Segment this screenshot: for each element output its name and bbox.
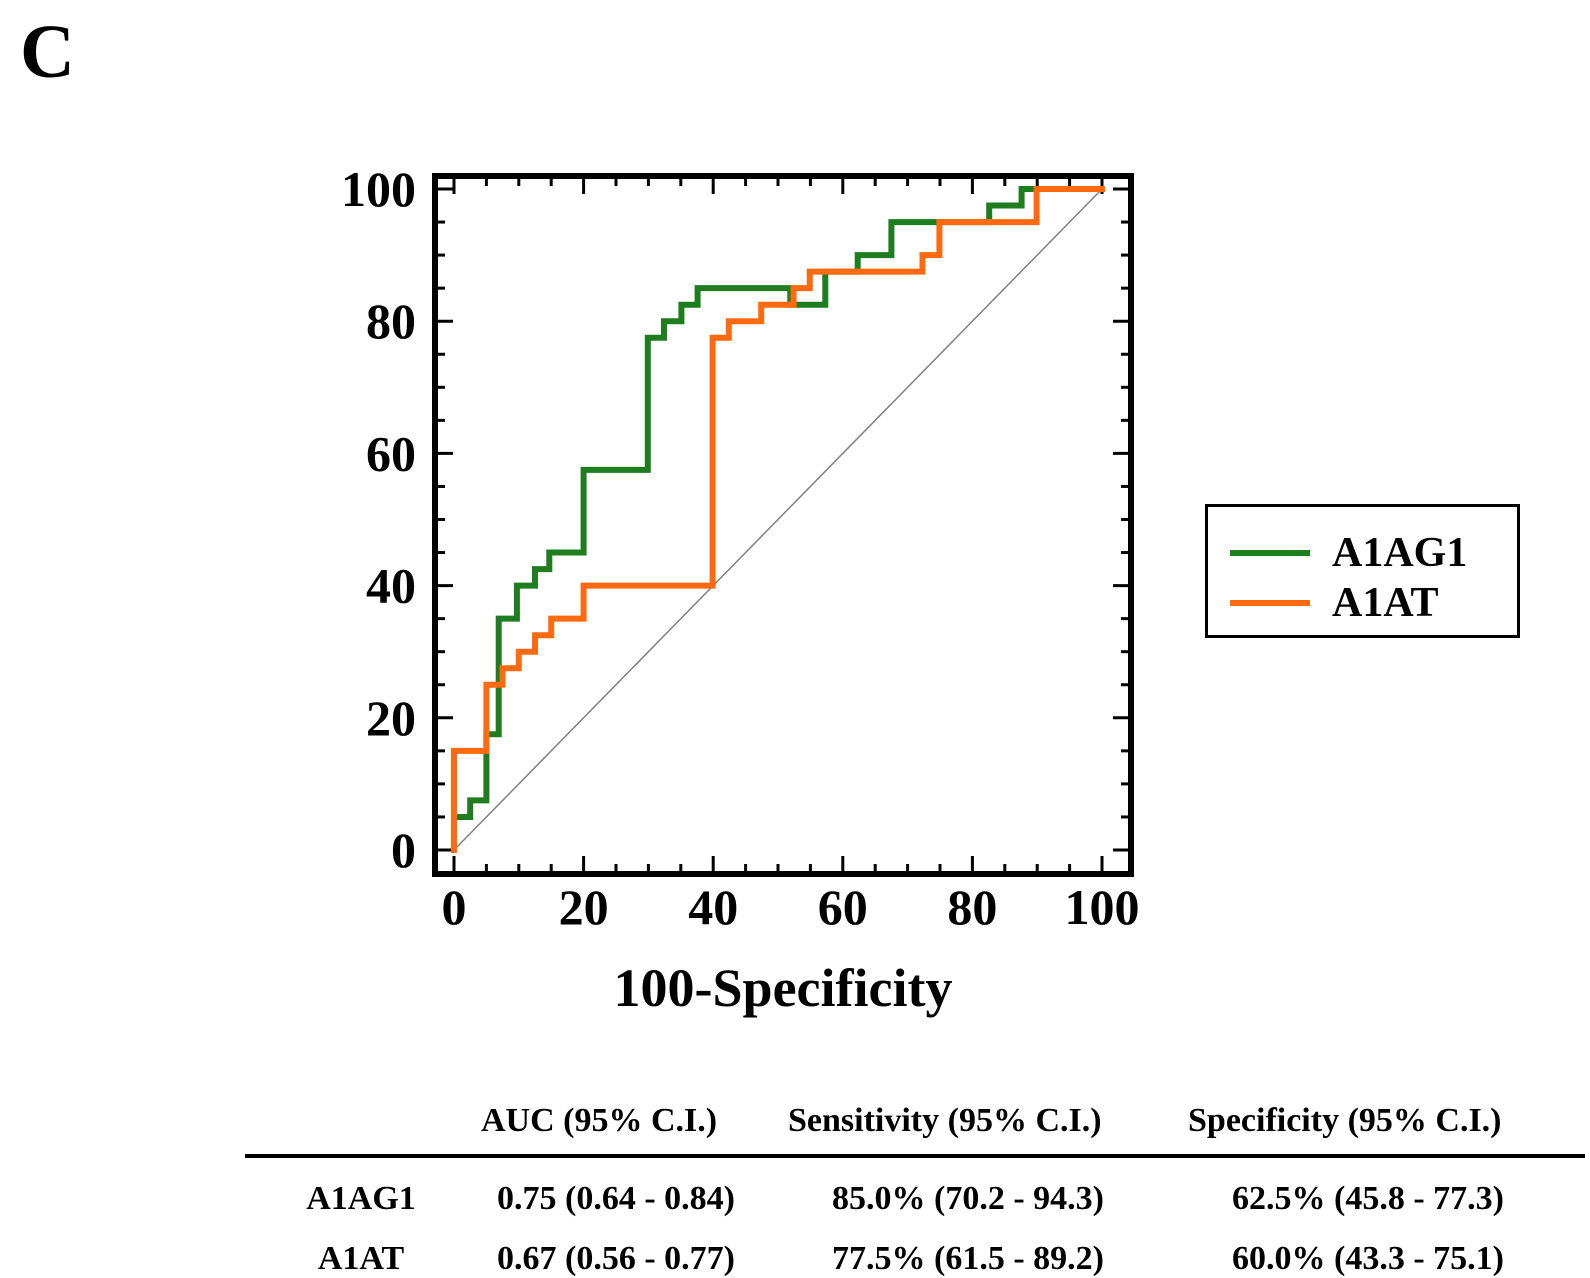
x-axis-title: 100-Specificity: [614, 958, 953, 1018]
legend-swatch-a1ag1: [1230, 550, 1310, 556]
y-tick-label: 0: [391, 822, 416, 878]
plot-frame: [432, 173, 1134, 877]
legend-label-a1at: A1AT: [1332, 580, 1439, 626]
x-tick-labels: 0 20 40 60 80 100: [442, 879, 1140, 935]
y-tick-label: 60: [366, 425, 416, 481]
legend-label-a1ag1: A1AG1: [1332, 530, 1468, 576]
header-specificity: Specificity (95% C.I.): [1188, 1102, 1502, 1139]
row-label-a1at: A1AT: [317, 1240, 405, 1277]
x-tick-label: 40: [688, 879, 738, 935]
roc-chart: 0 20 40 60 80 100 0 20 40 60 80 100 100-Specificit…: [341, 161, 1140, 1018]
cell-auc-a1at: 0.67 (0.56 - 0.77): [497, 1240, 735, 1277]
series-line-a1ag1: [451, 186, 1105, 853]
x-tick-label: 20: [559, 879, 609, 935]
legend: A1AG1 A1AT: [1205, 504, 1520, 638]
legend-item-a1ag1: A1AG1: [1230, 529, 1467, 577]
y-tick-label: 20: [366, 690, 416, 746]
cell-sensitivity-a1ag1: 85.0% (70.2 - 94.3): [832, 1180, 1104, 1217]
legend-item-a1at: A1AT: [1230, 579, 1439, 627]
x-tick-label: 0: [442, 879, 467, 935]
header-sensitivity: Sensitivity (95% C.I.): [788, 1102, 1102, 1139]
series-layer: [451, 186, 1105, 853]
series-line-a1at: [451, 186, 1105, 853]
reference-diagonal-line: [453, 188, 1103, 851]
header-auc: AUC (95% C.I.): [481, 1102, 718, 1139]
cell-sensitivity-a1at: 77.5% (61.5 - 89.2): [832, 1240, 1104, 1277]
cell-specificity-a1at: 60.0% (43.3 - 75.1): [1232, 1240, 1504, 1277]
table-rule: [245, 1154, 1585, 1158]
y-tick-label: 40: [366, 558, 416, 614]
axis-ticks: [435, 176, 1131, 874]
x-tick-label: 100: [1065, 879, 1140, 935]
panel-label: C: [20, 10, 75, 94]
y-tick-labels: 0 20 40 60 80 100: [341, 161, 416, 878]
legend-swatch-a1at: [1230, 600, 1310, 606]
y-tick-label: 80: [366, 293, 416, 349]
cell-specificity-a1ag1: 62.5% (45.8 - 77.3): [1232, 1180, 1504, 1217]
cell-auc-a1ag1: 0.75 (0.64 - 0.84): [497, 1180, 735, 1217]
row-label-a1ag1: A1AG1: [306, 1180, 416, 1217]
y-tick-label: 100: [341, 161, 416, 217]
x-tick-label: 80: [947, 879, 997, 935]
x-tick-label: 60: [818, 879, 868, 935]
